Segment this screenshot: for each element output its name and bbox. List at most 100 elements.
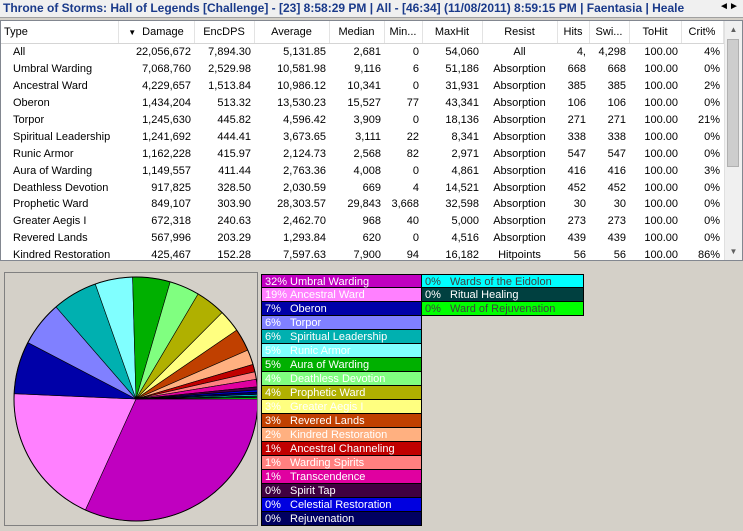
table-cell: 0% (704, 232, 720, 245)
table-row[interactable]: Greater Aegis I 672,318 240.63 2,462.70 968 4… (1, 213, 723, 230)
column-header-median[interactable]: Median (329, 21, 385, 44)
scroll-right-icon[interactable]: ► (729, 1, 739, 12)
column-header-tohit[interactable]: ToHit (629, 21, 682, 44)
table-row[interactable]: Umbral Warding 7,068,760 2,529.98 10,581.98… (1, 61, 723, 78)
legend-label: Ancestral Channeling (290, 443, 395, 455)
panel-splitter[interactable] (0, 262, 743, 268)
table-cell: Absorption (493, 147, 546, 160)
column-header-type[interactable]: Type (1, 21, 119, 44)
table-cell: 56 (573, 249, 586, 261)
table-cell: Greater Aegis I (13, 215, 87, 228)
table-cell: 86% (697, 249, 720, 261)
table-cell: 452 (567, 181, 586, 194)
scroll-up-icon[interactable]: ▲ (729, 25, 738, 34)
table-row[interactable]: Torpor 1,245,630 445.82 4,596.42 3,909 0 18,13… (1, 112, 723, 129)
table-cell: 5,000 (451, 215, 479, 228)
table-cell: 273 (567, 215, 586, 228)
column-header-crit[interactable]: Crit% (681, 21, 724, 44)
table-cell: 452 (607, 181, 626, 194)
table-row[interactable]: Kindred Restoration 425,467 152.28 7,597.63… (1, 247, 723, 261)
pie-legend-secondary: 0% Wards of the Eidolon 0% Ritual Healing 0%… (421, 274, 584, 316)
table-cell: 668 (567, 63, 586, 76)
table-cell: 0 (412, 114, 419, 126)
table-row[interactable]: Revered Lands 567,996 203.29 1,293.84 620 0 4,… (1, 230, 723, 247)
legend-item: 0% Rejuvenation (261, 512, 422, 526)
table-cell: 1,245,630 (142, 114, 191, 126)
column-header-maxhit[interactable]: MaxHit (422, 21, 483, 44)
legend-item: 0% Celestial Restoration (261, 498, 422, 512)
legend-percent: 1% (265, 471, 281, 483)
legend-item: 32% Umbral Warding (261, 274, 422, 288)
table-row[interactable]: Spiritual Leadership 1,241,692 444.41 3,673… (1, 128, 723, 145)
table-cell: 4,861 (451, 164, 479, 177)
table-cell: 3,909 (353, 114, 381, 126)
table-cell: 2,124.73 (283, 147, 326, 160)
table-row[interactable]: Prophetic Ward 849,107 303.90 28,303.57 29,8… (1, 196, 723, 213)
column-header-average[interactable]: Average (254, 21, 330, 44)
table-cell: 100.00 (644, 198, 678, 211)
legend-percent: 5% (265, 359, 281, 371)
table-cell: Absorption (493, 80, 546, 93)
legend-percent: 6% (265, 331, 281, 343)
table-cell: 240.63 (217, 215, 251, 228)
legend-label: Prophetic Ward (290, 387, 366, 399)
table-row[interactable]: Oberon 1,434,204 513.32 13,530.23 15,527 77 43… (1, 95, 723, 112)
column-header-swings[interactable]: Swi... (589, 21, 630, 44)
table-cell: 7,068,760 (142, 63, 191, 76)
legend-label: Wards of the Eidolon (450, 276, 552, 288)
column-header-min[interactable]: Min... (384, 21, 423, 44)
legend-percent: 4% (265, 387, 281, 399)
table-cell: 2% (704, 80, 720, 93)
legend-label: Oberon (290, 303, 327, 315)
table-cell: Absorption (493, 97, 546, 110)
scroll-down-icon[interactable]: ▼ (729, 247, 738, 256)
scrollbar-thumb[interactable] (727, 39, 739, 167)
table-cell: 94 (406, 249, 419, 261)
legend-percent: 3% (265, 415, 281, 427)
legend-label: Spirit Tap (290, 485, 336, 497)
table-cell: 547 (607, 147, 626, 160)
legend-item: 0% Wards of the Eidolon (421, 274, 584, 288)
table-cell: 56 (613, 249, 626, 261)
legend-percent: 0% (265, 513, 281, 525)
encounter-title: Throne of Storms: Hall of Legends [Chall… (3, 1, 685, 15)
table-cell: 0% (704, 181, 720, 194)
table-cell: 415.97 (217, 147, 251, 160)
legend-percent: 1% (265, 457, 281, 469)
table-row[interactable]: All 22,056,672 7,894.30 5,131.85 2,681 0 54,06… (1, 44, 723, 61)
table-cell: 100.00 (644, 97, 678, 110)
table-cell: 0% (704, 198, 720, 211)
table-row[interactable]: Aura of Warding 1,149,557 411.44 2,763.36 4,… (1, 162, 723, 179)
table-cell: 567,996 (151, 232, 191, 245)
table-cell: 4, (576, 46, 586, 59)
legend-label: Ancestral Ward (290, 289, 365, 301)
table-cell: 30 (613, 198, 626, 211)
legend-percent: 0% (425, 289, 441, 301)
table-cell: Prophetic Ward (13, 198, 89, 211)
column-header-damage[interactable]: ▼ Damage (118, 21, 195, 44)
column-header-hits[interactable]: Hits (557, 21, 590, 44)
table-cell: 100.00 (644, 80, 678, 93)
table-row[interactable]: Ancestral Ward 4,229,657 1,513.84 10,986.12… (1, 78, 723, 95)
table-cell: 28,303.57 (277, 198, 326, 211)
table-cell: 445.82 (217, 114, 251, 126)
table-row[interactable]: Runic Armor 1,162,228 415.97 2,124.73 2,568 8… (1, 145, 723, 162)
table-cell: 3% (704, 164, 720, 177)
table-cell: Revered Lands (13, 232, 88, 245)
legend-label: Kindred Restoration (290, 429, 388, 441)
table-cell: 2,568 (353, 147, 381, 160)
table-vertical-scrollbar[interactable]: ▲ ▼ (724, 21, 742, 260)
table-row[interactable]: Deathless Devotion 917,825 328.50 2,030.59 6… (1, 179, 723, 196)
table-cell: 669 (362, 181, 381, 194)
table-cell: 0% (704, 63, 720, 76)
table-cell: 15,527 (347, 97, 381, 110)
legend-label: Aura of Warding (290, 359, 370, 371)
column-header-resist[interactable]: Resist (482, 21, 558, 44)
scroll-left-icon[interactable]: ◄ (719, 1, 729, 12)
table-cell: Absorption (493, 215, 546, 228)
table-cell: 0 (412, 46, 419, 59)
table-cell: Absorption (493, 130, 546, 143)
table-cell: 2,030.59 (283, 181, 326, 194)
column-header-encdps[interactable]: EncDPS (194, 21, 255, 44)
table-cell: 13,530.23 (277, 97, 326, 110)
